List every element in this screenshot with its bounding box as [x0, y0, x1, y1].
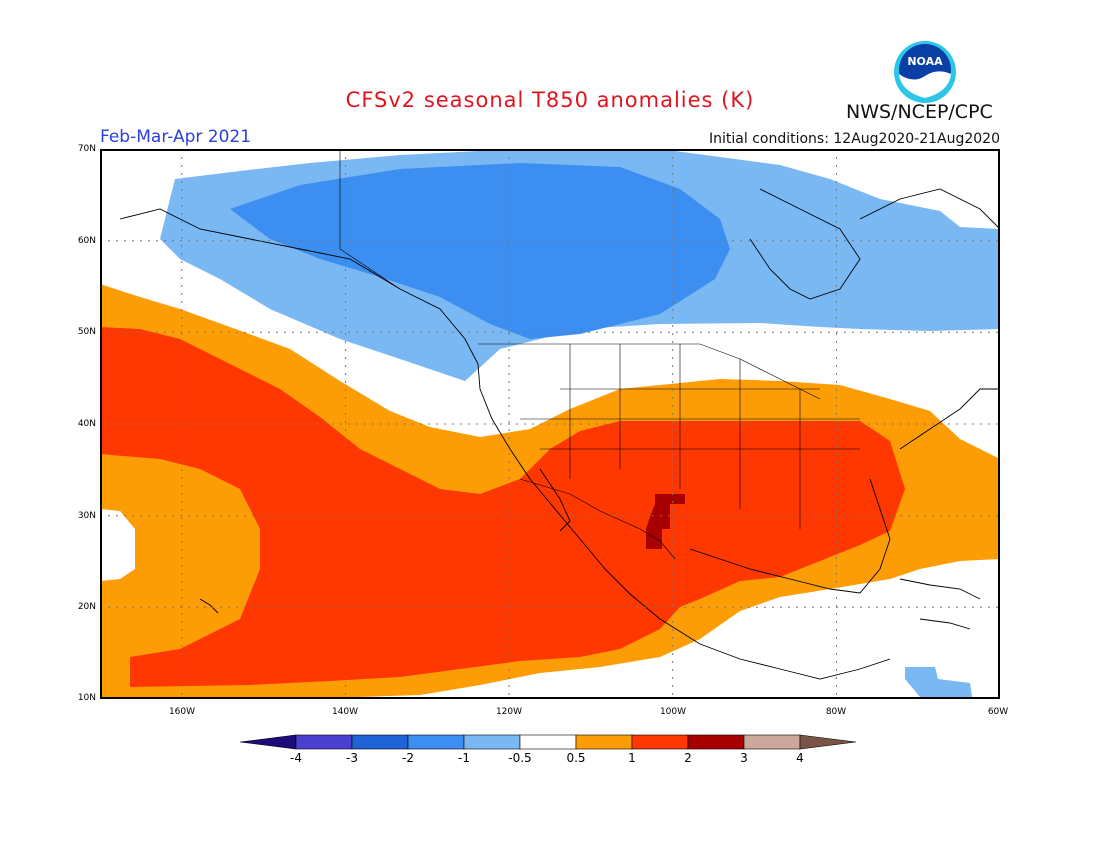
map-title: CFSv2 seasonal T850 anomalies (K) [345, 88, 755, 112]
initial-conditions: Initial conditions: 12Aug2020-21Aug2020 [709, 131, 1000, 147]
legend-tick-label: 2 [684, 751, 692, 765]
legend-swatch [575, 734, 633, 750]
legend-tick-label: -1 [458, 751, 470, 765]
legend-tick-label: -4 [290, 751, 302, 765]
legend-swatch [407, 734, 465, 750]
lon-label: 160W [168, 707, 196, 717]
coastlines [119, 188, 1000, 680]
neutral-west-notch [100, 509, 135, 581]
legend-tick-label: -2 [402, 751, 414, 765]
lon-label: 60W [987, 707, 1009, 717]
legend-tick-label: -3 [346, 751, 358, 765]
lon-label: 100W [659, 707, 687, 717]
lat-label: 20N [77, 602, 96, 612]
lat-label: 70N [77, 144, 96, 154]
lon-label: 120W [495, 707, 523, 717]
legend-swatch [351, 734, 409, 750]
legend-tick-label: 1 [628, 751, 636, 765]
logo-text: NOAA [907, 55, 943, 68]
legend-tick-label: 0.5 [566, 751, 586, 765]
legend-tick-label: 4 [796, 751, 804, 765]
cold-anomaly-caribbean [905, 667, 972, 697]
lat-label: 10N [77, 693, 96, 703]
legend-swatch [463, 734, 521, 750]
legend-swatch [295, 734, 353, 750]
legend-swatch [799, 734, 857, 750]
forecast-period: Feb-Mar-Apr 2021 [100, 127, 252, 147]
lon-label: 80W [825, 707, 847, 717]
borders [339, 149, 860, 560]
anomaly-map [100, 149, 1000, 699]
legend-tick-label: 3 [740, 751, 748, 765]
legend-swatch [519, 734, 577, 750]
lat-label: 30N [77, 511, 96, 521]
legend-swatch [687, 734, 745, 750]
warm-anomaly-strong [646, 494, 685, 549]
legend-swatch [743, 734, 801, 750]
agency-label: NWS/NCEP/CPC [846, 101, 993, 123]
legend-swatch [631, 734, 689, 750]
lat-label: 40N [77, 419, 96, 429]
warm-anomaly-medium [100, 327, 905, 687]
anomaly-shading [100, 149, 1000, 699]
lat-label: 50N [77, 327, 96, 337]
cold-anomaly-east [740, 179, 900, 299]
color-legend [240, 734, 857, 750]
lon-label: 140W [331, 707, 359, 717]
lat-label: 60N [77, 236, 96, 246]
legend-tick-label: -0.5 [508, 751, 532, 765]
legend-swatch [240, 734, 297, 750]
noaa-logo: NOAA [894, 41, 956, 103]
gridlines [100, 149, 1000, 699]
cold-anomaly-medium [230, 163, 730, 339]
